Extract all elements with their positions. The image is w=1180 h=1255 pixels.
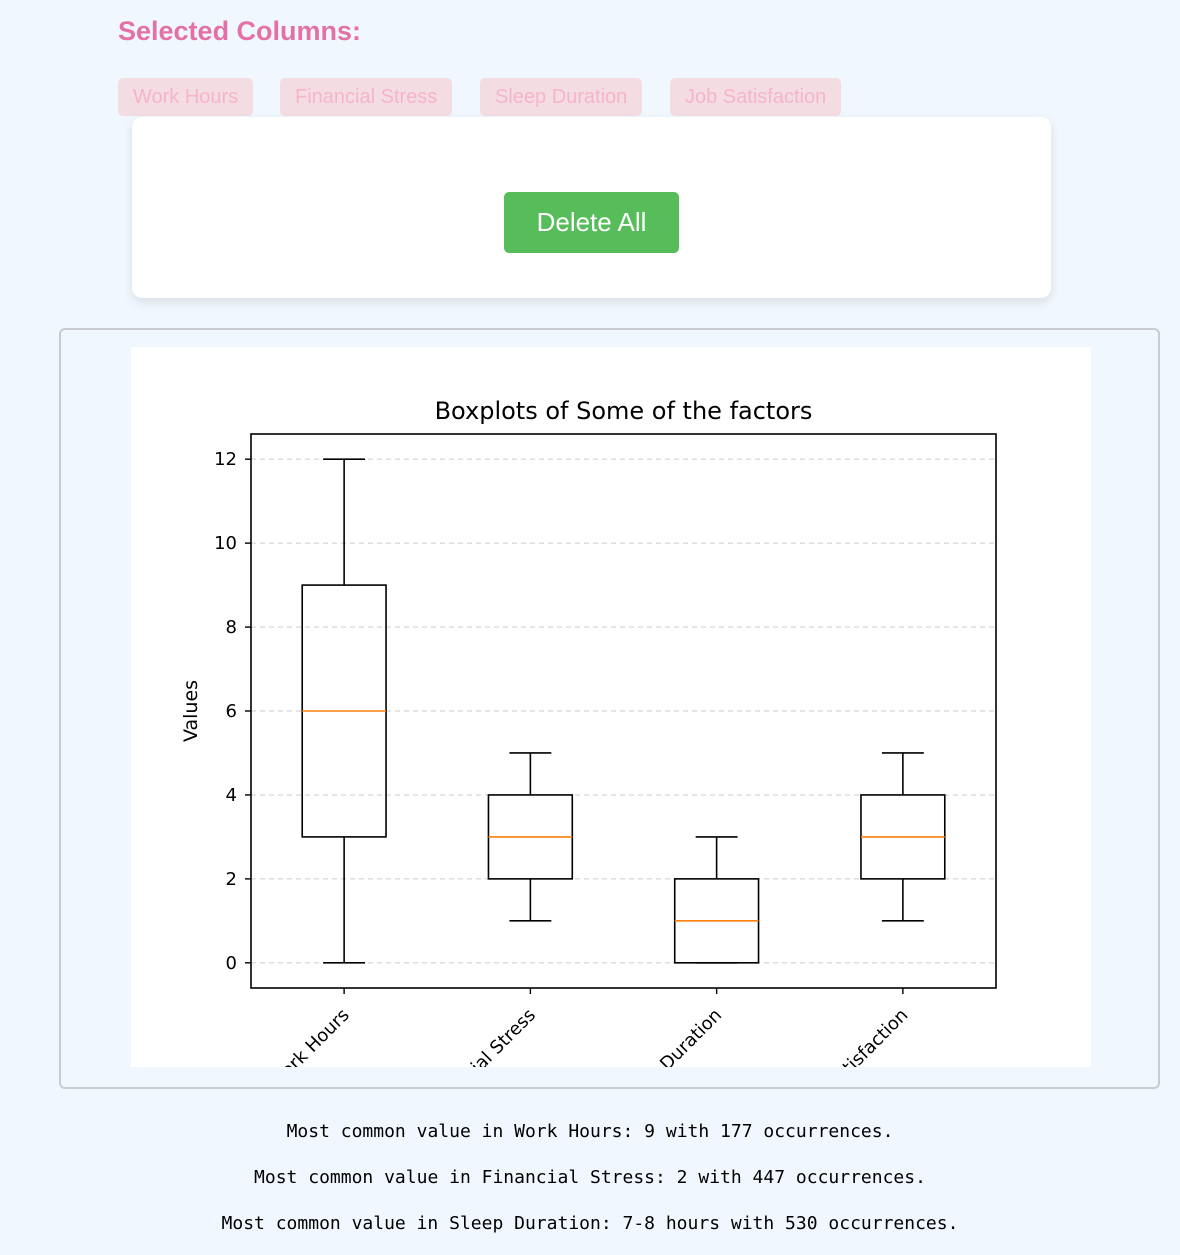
boxplot-chart: 0 2 4 6 8 10 12 Work Hours Financial Stress Sleep… [131,347,1091,1067]
chip-work-hours[interactable]: Work Hours [118,78,254,116]
stat-sleep-duration: Most common value in Sleep Duration: 7-8… [221,1213,959,1234]
delete-all-button[interactable]: Delete All [504,192,679,253]
chip-job-satisfaction[interactable]: Job Satisfaction [670,78,842,116]
stat-work-hours: Most common value in Work Hours: 9 with … [286,1121,894,1142]
y-tick-label: 8 [226,617,237,638]
x-tick-label: Financial Stress [426,1005,540,1067]
selected-columns-title: Selected Columns: [118,16,362,46]
y-tick-label: 4 [226,785,237,806]
stats-list: Most common value in Work Hours: 9 with … [0,1110,1180,1248]
actions-card: Delete All [132,117,1051,298]
x-tick-label: Sleep Duration [617,1005,727,1067]
chart-svg: 0 2 4 6 8 10 12 Work Hours Financial Stress Sleep… [180,397,997,1067]
x-tick-label: Job Satisfaction [798,1005,912,1067]
y-tick-label: 10 [214,533,237,554]
chart-frame: 0 2 4 6 8 10 12 Work Hours Financial Stress Sleep… [59,328,1160,1089]
y-tick-label: 0 [226,953,237,974]
y-tick-label: 2 [226,869,237,890]
y-axis-label: Values [180,680,202,742]
y-tick-label: 12 [214,449,237,470]
chart-title: Boxplots of Some of the factors [435,397,813,425]
y-tick-label: 6 [226,701,237,722]
x-tick-label: Work Hours [265,1005,353,1067]
stat-financial-stress: Most common value in Financial Stress: 2… [254,1167,926,1188]
chip-sleep-duration[interactable]: Sleep Duration [480,78,643,116]
chip-financial-stress[interactable]: Financial Stress [280,78,453,116]
